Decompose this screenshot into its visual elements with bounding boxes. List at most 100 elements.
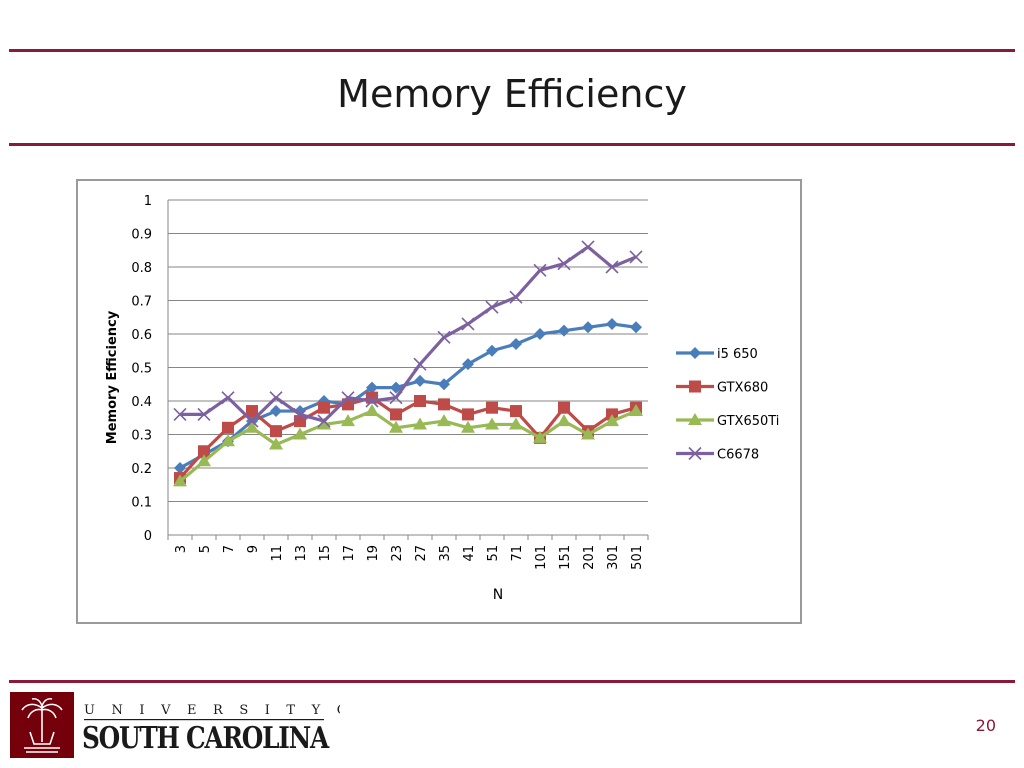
x-tick-label: 35 bbox=[438, 545, 453, 562]
data-point bbox=[413, 417, 427, 430]
data-point bbox=[365, 404, 379, 417]
data-point bbox=[509, 290, 523, 304]
data-point bbox=[245, 414, 259, 428]
y-tick-label: 0.9 bbox=[131, 228, 152, 243]
data-point bbox=[293, 427, 307, 440]
data-point bbox=[269, 391, 283, 405]
x-tick-label: 71 bbox=[510, 545, 525, 562]
data-point bbox=[197, 407, 211, 421]
data-point bbox=[533, 430, 547, 443]
chart-frame: 0 0.1 0.2 0.3 0.4 0.5 0.6 0.7 0.8 0.9 1 3 5 7 9 11 13 15 1… bbox=[76, 179, 802, 624]
data-point bbox=[581, 240, 595, 254]
data-point bbox=[270, 425, 282, 438]
data-point bbox=[414, 395, 426, 407]
data-point bbox=[486, 401, 498, 414]
data-point bbox=[558, 401, 570, 414]
x-tick-label: 15 bbox=[318, 545, 333, 562]
legend-marker bbox=[688, 413, 702, 425]
data-point bbox=[390, 408, 402, 421]
data-point bbox=[221, 434, 235, 447]
data-point bbox=[605, 260, 619, 274]
data-point bbox=[582, 321, 594, 334]
y-tick-label: 0.1 bbox=[131, 496, 152, 511]
x-axis-label: N bbox=[493, 587, 503, 603]
legend-marker bbox=[688, 446, 702, 461]
data-point bbox=[533, 263, 547, 277]
data-point bbox=[341, 414, 355, 427]
y-axis-label: Memory Efficiency bbox=[105, 310, 120, 444]
memory-efficiency-line-chart: 00.10.20.30.40.50.60.70.80.913 5 7 9 11 13 15 1… bbox=[105, 194, 779, 603]
y-tick-label: 0.6 bbox=[131, 328, 152, 343]
university-logo: U N I V E R S I T Y O F SOUTH CAROLINA bbox=[10, 692, 340, 758]
data-point bbox=[293, 407, 307, 421]
x-tick-label: 17 bbox=[342, 545, 357, 562]
legend-entry: GTX680 bbox=[717, 381, 768, 396]
data-point bbox=[629, 404, 643, 417]
data-point bbox=[341, 391, 355, 405]
logo-south-carolina: SOUTH CAROLINA bbox=[82, 721, 330, 756]
data-point bbox=[317, 417, 331, 430]
x-tick-label: 27 bbox=[414, 545, 429, 562]
legend-entry: C6678 bbox=[717, 448, 759, 463]
data-point bbox=[389, 391, 403, 405]
data-point bbox=[318, 401, 330, 414]
x-tick-label: 501 bbox=[630, 545, 645, 570]
y-tick-label: 0.3 bbox=[131, 429, 152, 444]
x-tick-label: 5 bbox=[198, 545, 213, 553]
legend-marker bbox=[689, 347, 701, 359]
data-point bbox=[174, 462, 186, 474]
title-underline-rule bbox=[9, 143, 1015, 146]
x-tick-label: 301 bbox=[606, 545, 621, 570]
x-tick-label: 3 bbox=[174, 545, 189, 553]
x-tick-label: 13 bbox=[294, 545, 309, 562]
data-point bbox=[606, 317, 618, 330]
data-point bbox=[413, 357, 427, 371]
top-rule bbox=[9, 49, 1015, 52]
data-point bbox=[485, 417, 499, 430]
x-tick-label: 9 bbox=[246, 545, 261, 553]
page-number: 20 bbox=[975, 716, 996, 735]
data-point bbox=[510, 338, 522, 351]
x-tick-label: 51 bbox=[486, 545, 501, 562]
y-tick-label: 0.2 bbox=[131, 462, 152, 477]
data-point bbox=[557, 414, 571, 427]
data-point bbox=[173, 474, 187, 487]
x-tick-label: 151 bbox=[558, 545, 573, 570]
data-point bbox=[389, 420, 403, 433]
data-point bbox=[437, 414, 451, 427]
data-point bbox=[461, 420, 475, 433]
legend-entry: GTX650Ti bbox=[717, 414, 779, 429]
series-line-i5-650 bbox=[179, 322, 637, 470]
data-point bbox=[414, 374, 426, 387]
data-point bbox=[366, 381, 378, 394]
data-point bbox=[461, 317, 475, 331]
data-point bbox=[462, 358, 474, 371]
data-point bbox=[438, 398, 450, 411]
data-point bbox=[270, 405, 282, 418]
data-point bbox=[198, 445, 210, 458]
data-point bbox=[485, 300, 499, 314]
data-point bbox=[317, 414, 331, 428]
data-point bbox=[197, 454, 211, 467]
data-point bbox=[605, 414, 619, 427]
data-point bbox=[630, 321, 642, 334]
data-point bbox=[269, 437, 283, 450]
x-tick-label: 11 bbox=[270, 545, 285, 562]
data-point bbox=[509, 417, 523, 430]
data-point bbox=[390, 381, 402, 394]
y-tick-label: 0 bbox=[144, 529, 152, 544]
logo-university-of: U N I V E R S I T Y O F bbox=[84, 703, 340, 718]
x-tick-label: 101 bbox=[534, 545, 549, 570]
data-point bbox=[221, 391, 235, 405]
data-point bbox=[557, 257, 571, 271]
x-tick-label: 41 bbox=[462, 545, 477, 562]
y-tick-label: 0.5 bbox=[131, 362, 152, 377]
slide-title: Memory Efficiency bbox=[337, 72, 687, 116]
footer-rule bbox=[9, 680, 1015, 683]
y-tick-label: 0.4 bbox=[131, 395, 152, 410]
data-point bbox=[246, 405, 258, 418]
data-point bbox=[365, 394, 379, 408]
legend-marker bbox=[689, 380, 701, 393]
data-point bbox=[534, 328, 546, 340]
data-point bbox=[486, 344, 498, 357]
